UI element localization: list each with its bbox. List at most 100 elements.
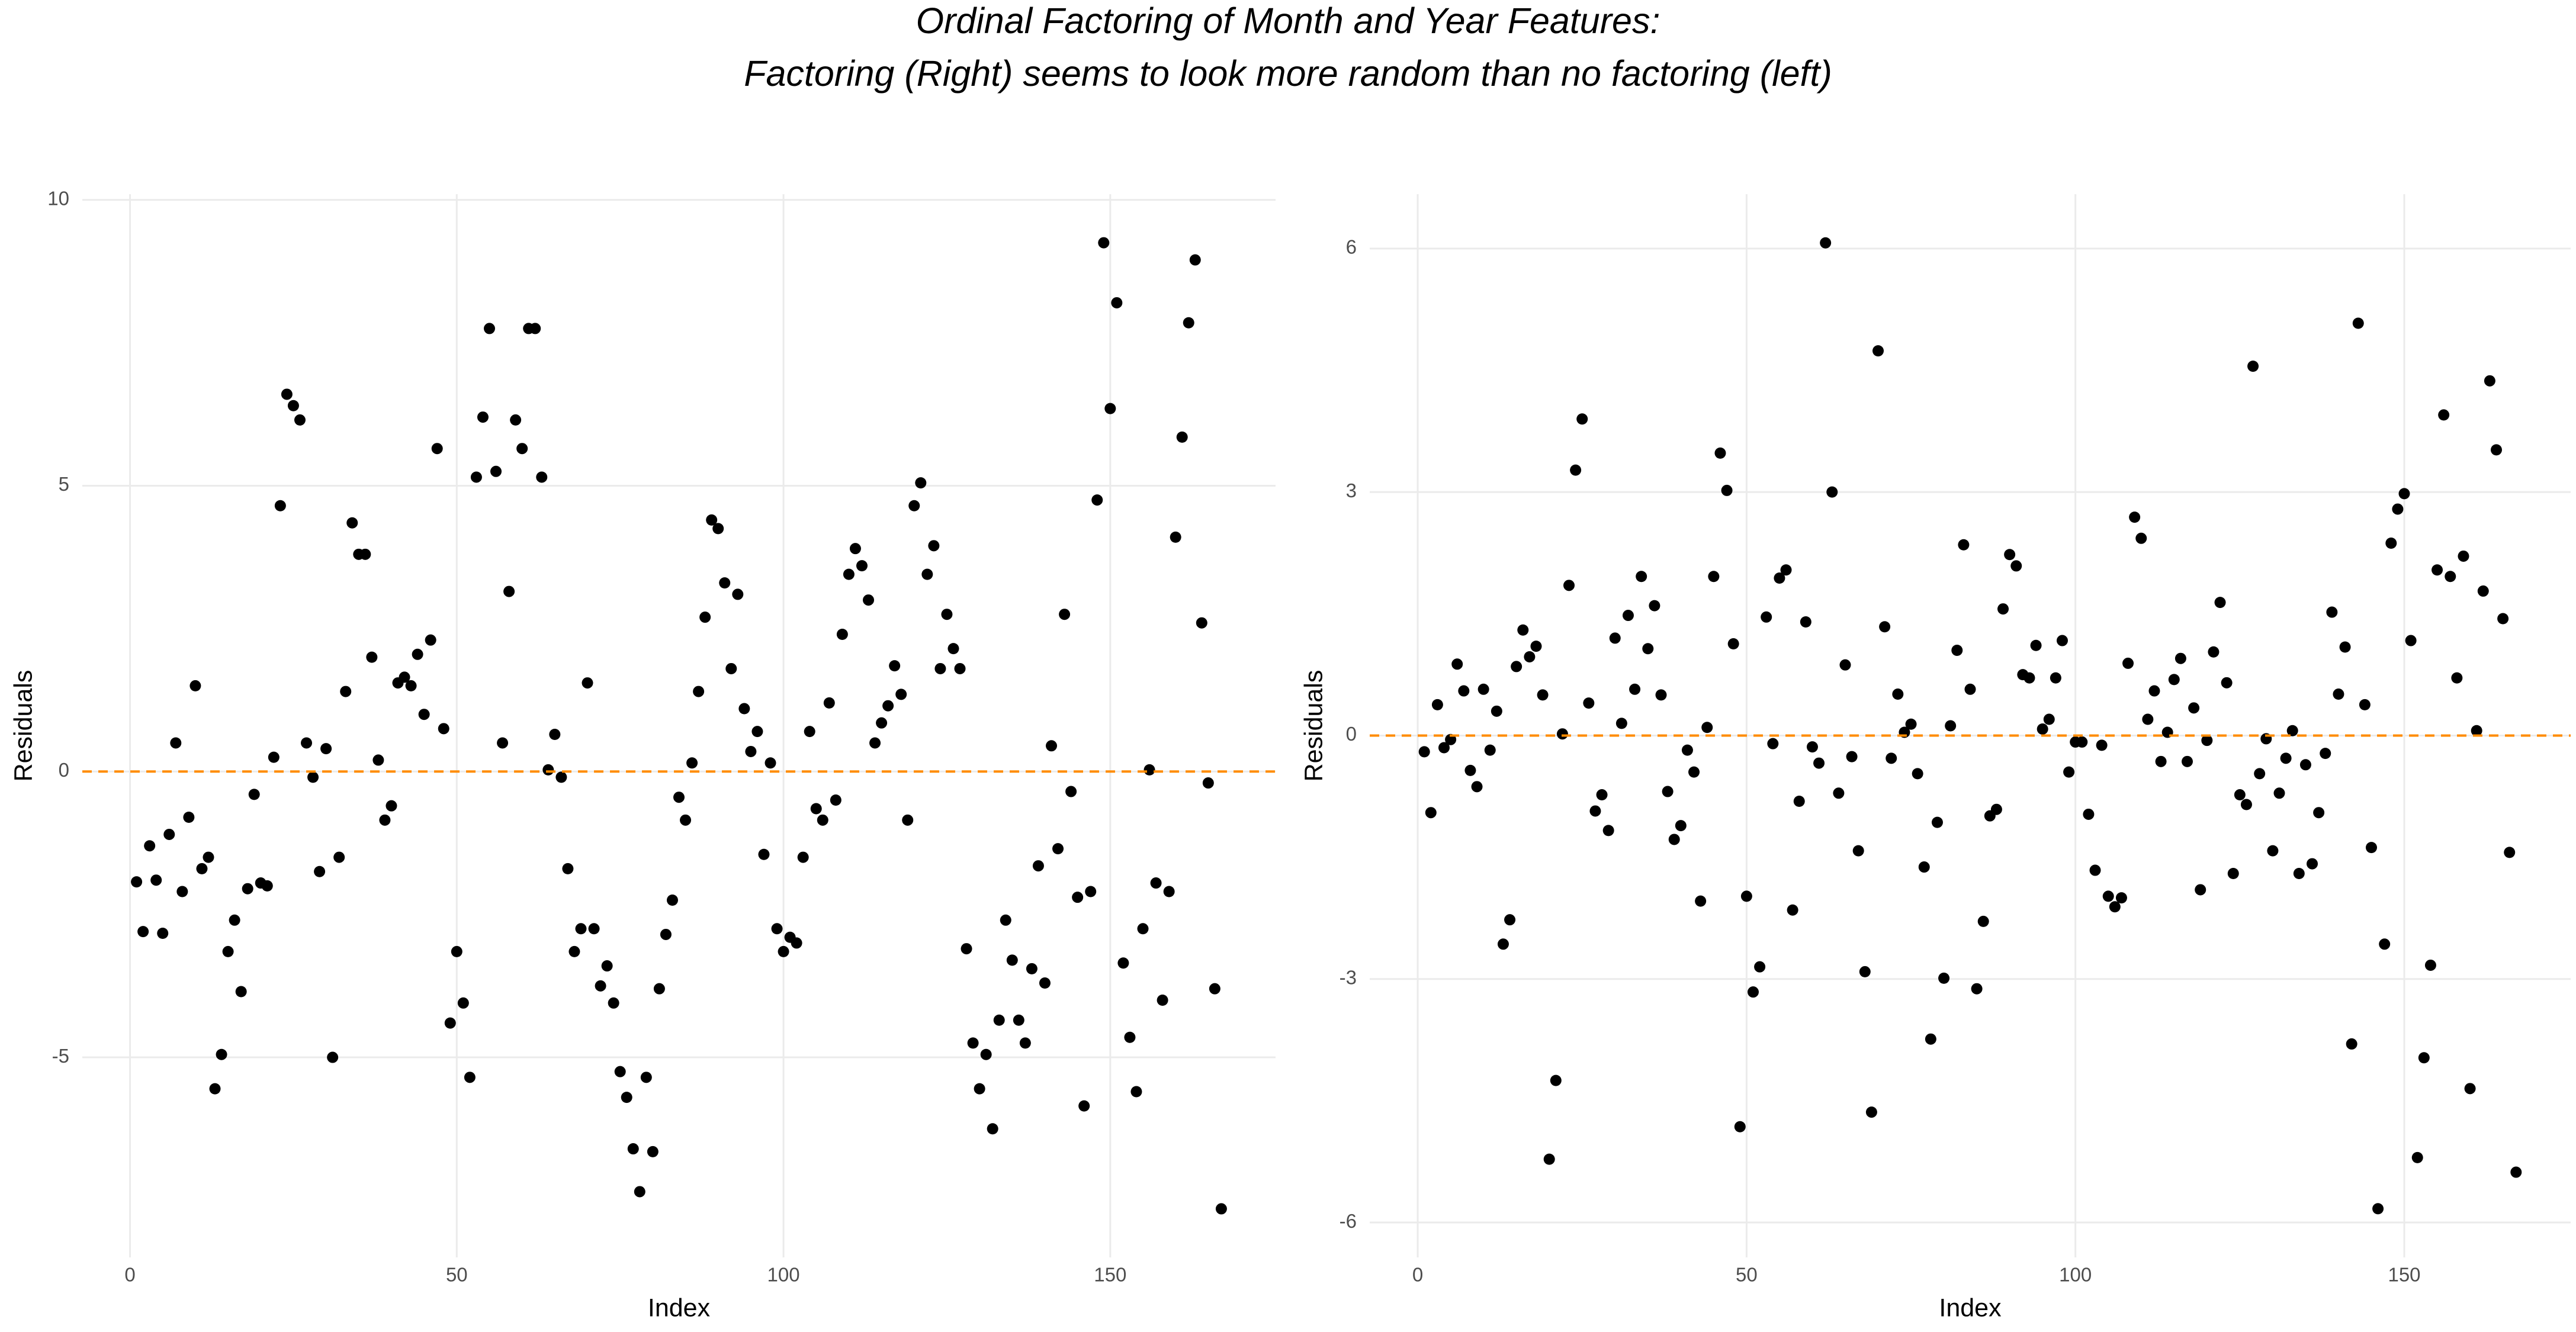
point: [1865, 1106, 1877, 1118]
point: [1078, 1100, 1090, 1112]
point: [2477, 585, 2489, 597]
point: [1504, 914, 1516, 926]
point: [856, 560, 868, 572]
x-tick-label: 0: [1412, 1264, 1423, 1286]
point: [1740, 890, 1752, 902]
point: [751, 726, 763, 738]
point: [1019, 1037, 1031, 1049]
point: [1695, 895, 1707, 907]
point: [1104, 403, 1116, 414]
point: [863, 594, 875, 606]
point: [549, 728, 561, 740]
y-tick-label: 0: [1346, 723, 1357, 745]
point: [849, 543, 861, 555]
point: [516, 443, 528, 455]
point: [1721, 484, 1733, 496]
point: [1189, 254, 1201, 266]
point: [2221, 677, 2233, 688]
point: [745, 745, 757, 757]
point: [483, 323, 495, 334]
point: [170, 737, 182, 749]
point: [830, 794, 841, 806]
point: [1045, 740, 1057, 752]
point: [209, 1083, 221, 1095]
point: [1576, 413, 1588, 425]
point: [804, 726, 815, 738]
point: [1662, 786, 1674, 797]
point: [2195, 884, 2206, 896]
point: [1098, 237, 1110, 249]
point: [1491, 705, 1502, 717]
point: [1583, 697, 1595, 709]
y-tick-label: 10: [47, 187, 69, 209]
point: [2490, 444, 2502, 456]
point: [2293, 868, 2305, 880]
point: [693, 686, 705, 697]
point: [908, 500, 920, 511]
point: [876, 717, 888, 729]
point: [1964, 683, 1976, 695]
point: [261, 880, 273, 892]
point: [438, 723, 449, 735]
point: [1800, 616, 1811, 628]
point: [1925, 1033, 1936, 1045]
point: [1550, 1074, 1562, 1086]
point: [1484, 744, 1496, 756]
point: [1072, 892, 1084, 903]
point: [843, 568, 855, 580]
point: [412, 648, 423, 660]
point: [1688, 766, 1700, 778]
x-tick-label: 150: [2388, 1264, 2420, 1286]
point: [634, 1186, 645, 1198]
point: [895, 688, 907, 700]
point: [666, 895, 678, 906]
point: [137, 926, 149, 938]
y-tick-label: -5: [52, 1045, 69, 1067]
x-tick-label: 50: [1736, 1264, 1758, 1286]
point: [601, 960, 613, 972]
x-tick-label: 50: [446, 1264, 468, 1286]
point: [372, 754, 384, 766]
y-axis-title: Residuals: [9, 670, 37, 782]
point: [457, 997, 469, 1009]
point: [2089, 864, 2101, 876]
point: [1872, 345, 1884, 357]
point: [2280, 752, 2292, 764]
point: [2083, 808, 2095, 820]
point: [575, 923, 587, 935]
point: [510, 414, 522, 426]
point: [2273, 787, 2285, 799]
point: [2247, 361, 2259, 372]
point: [1774, 572, 1785, 584]
point: [314, 866, 326, 877]
point: [2076, 736, 2088, 748]
point: [1464, 764, 1476, 776]
point: [1085, 886, 1097, 897]
point: [1111, 297, 1123, 308]
point: [1215, 1203, 1227, 1215]
point: [425, 634, 436, 646]
point: [431, 443, 443, 455]
point: [1477, 683, 1489, 695]
point: [2174, 652, 2186, 664]
point: [1615, 718, 1627, 729]
point: [791, 937, 802, 949]
point: [1117, 957, 1129, 969]
point: [889, 660, 901, 672]
point: [810, 803, 822, 815]
point: [993, 1014, 1005, 1026]
point: [1905, 718, 1917, 730]
point: [1458, 685, 1470, 697]
point: [2254, 768, 2266, 780]
point: [1859, 966, 1871, 977]
point: [817, 814, 828, 826]
point: [2411, 1151, 2423, 1163]
point: [2484, 375, 2495, 387]
point: [1681, 744, 1693, 756]
point: [588, 923, 600, 935]
title-line: Factoring (Right) seems to look more ran…: [744, 53, 1832, 94]
point: [490, 465, 502, 477]
point: [627, 1143, 639, 1155]
point: [2418, 1052, 2430, 1064]
